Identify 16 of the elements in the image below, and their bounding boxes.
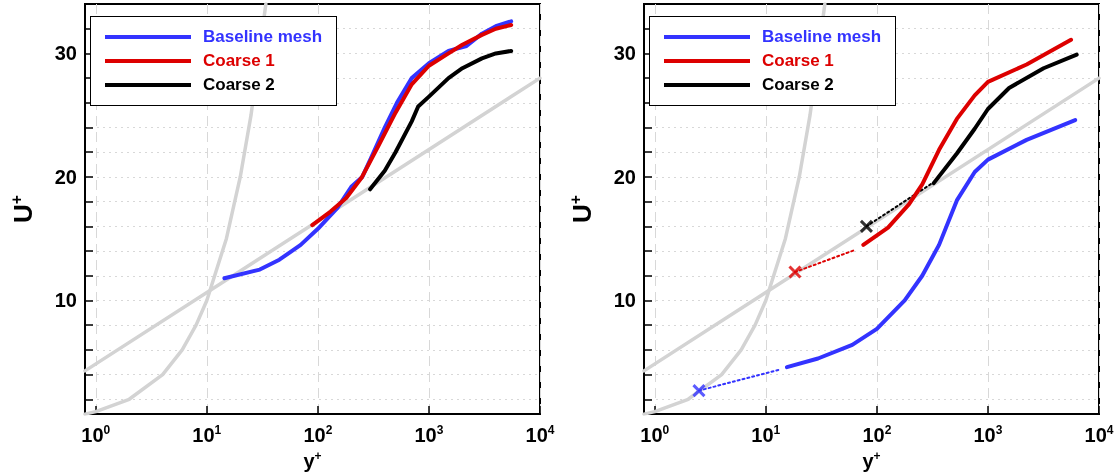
y-tick-label: 30 [54, 42, 77, 65]
text: Coarse 1 [762, 51, 834, 71]
text: Coarse 1 [203, 51, 275, 71]
y-tick-label: 10 [613, 289, 636, 312]
text: Coarse 2 [203, 75, 275, 95]
y-axis-title: U+ [566, 195, 597, 223]
y-tick-label: 20 [54, 165, 77, 188]
x-axis-title: y+ [862, 449, 881, 472]
x-axis-title: y+ [303, 449, 322, 472]
y-axis-title: U+ [7, 195, 38, 223]
y-tick-label: 10 [54, 289, 77, 312]
y-tick-label: 20 [613, 165, 636, 188]
text: Baseline mesh [762, 27, 882, 47]
y-tick-label: 30 [613, 42, 636, 65]
text: Coarse 2 [762, 75, 834, 95]
text: Baseline mesh [203, 27, 323, 47]
